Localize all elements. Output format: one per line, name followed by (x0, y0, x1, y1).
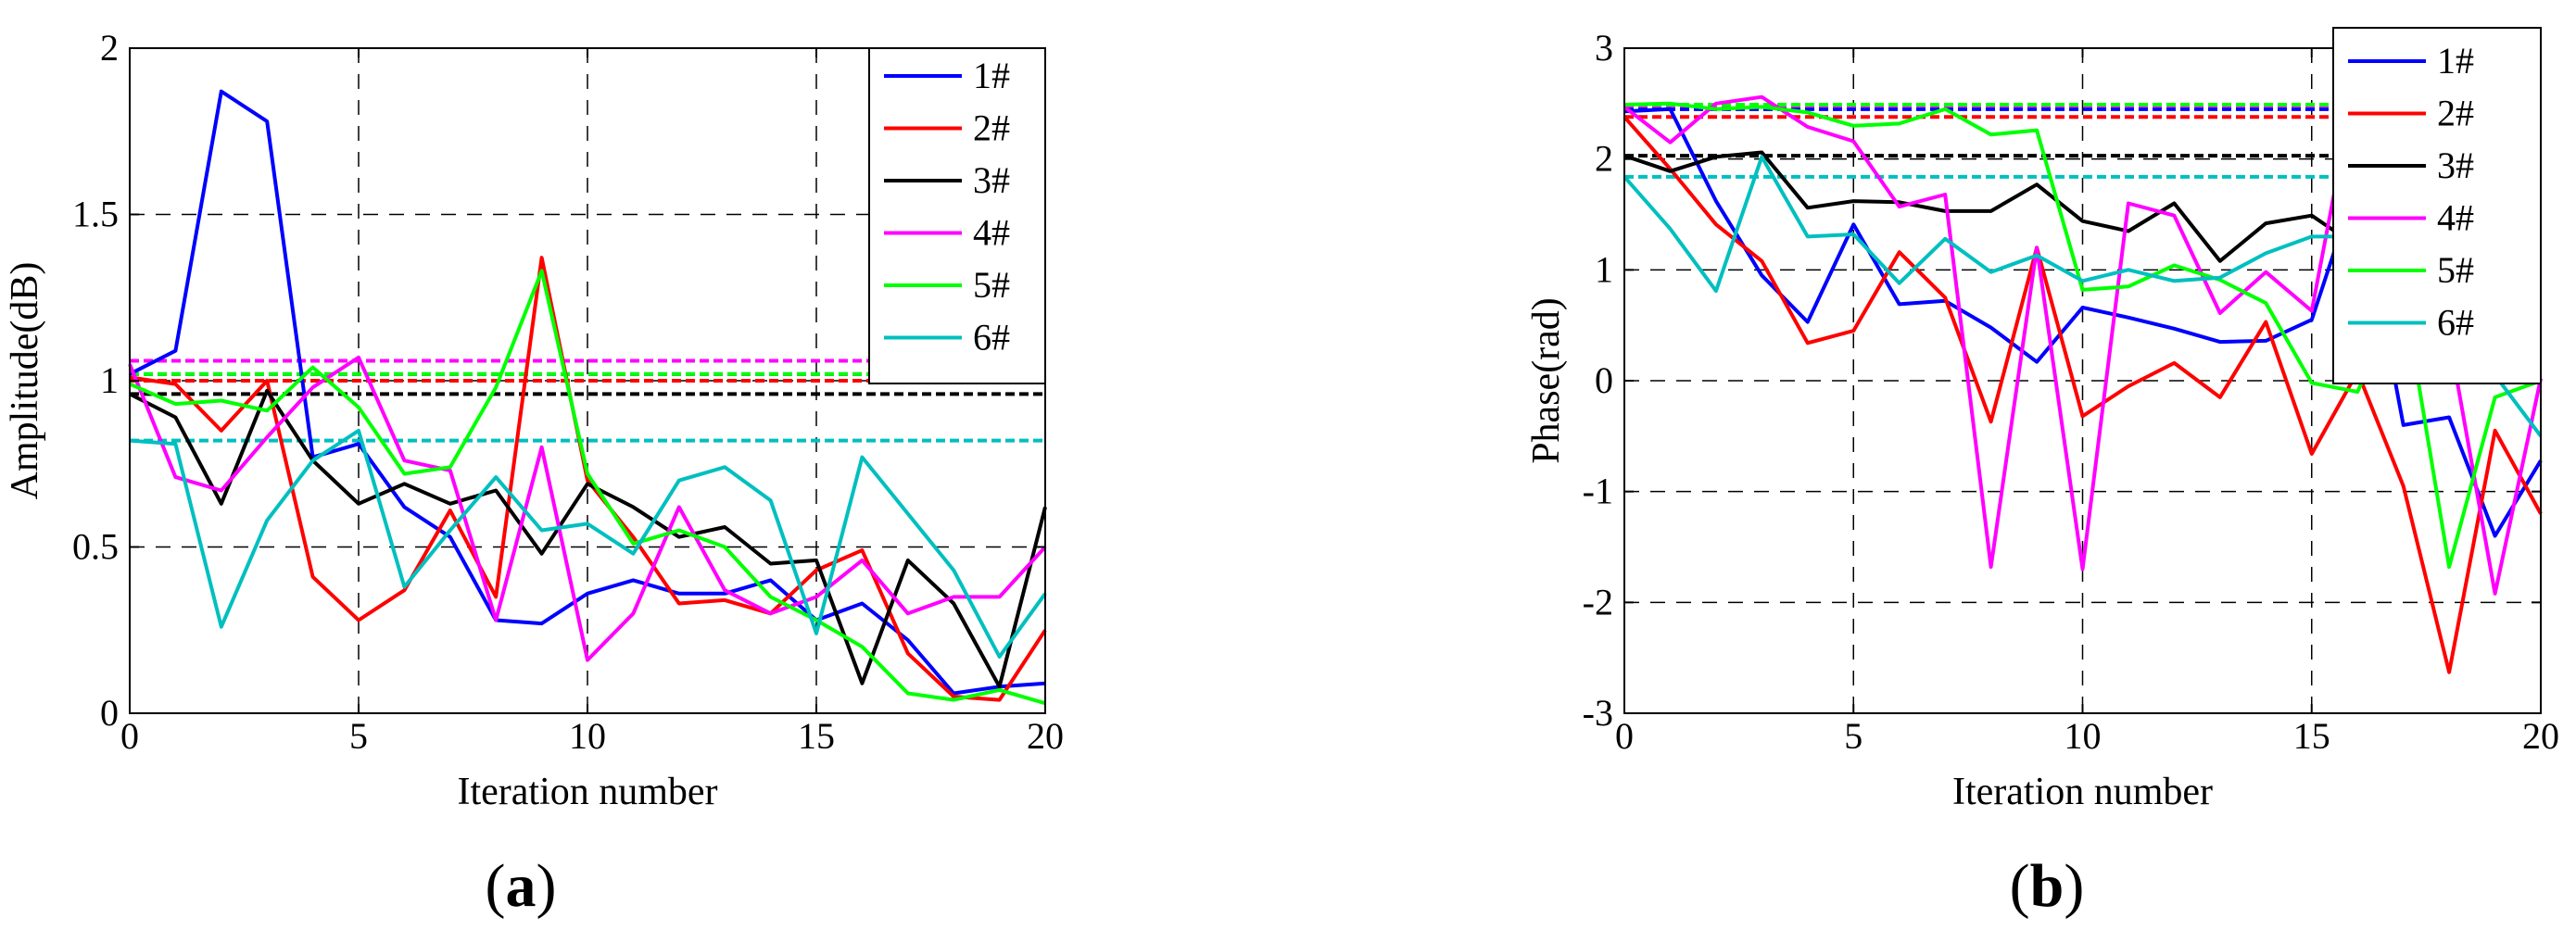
series-line-3 (129, 388, 1047, 689)
series-line-6 (129, 428, 1047, 659)
x-tick-label: 15 (798, 715, 835, 757)
x-tick-label: 0 (120, 715, 139, 757)
legend-label-5: 5# (973, 264, 1010, 306)
legend-label-6: 6# (2437, 302, 2474, 344)
y-tick-label: -3 (1583, 692, 1613, 734)
ticks: 0 5 10 15 20 0 0.5 1 1.5 2 (72, 27, 1064, 757)
legend-label-2: 2# (973, 107, 1010, 149)
y-tick-label: 1 (1595, 248, 1613, 290)
y-tick-label: 2 (100, 27, 119, 69)
x-tick-label: 20 (1027, 715, 1064, 757)
series-line-2 (129, 256, 1047, 702)
series-line-1 (129, 89, 1046, 696)
legend-label-2: 2# (2437, 93, 2474, 134)
y-tick-label: 2 (1595, 138, 1613, 180)
panel-label: (a) (486, 852, 557, 920)
y-tick-label: 0.5 (72, 526, 119, 568)
series-lines (128, 89, 1047, 706)
y-tick-label: -2 (1583, 581, 1613, 622)
y-axis-label: Phase(rad) (1525, 297, 1568, 464)
legend-label-5: 5# (2437, 249, 2474, 291)
panel-label: (b) (2010, 852, 2085, 920)
x-tick-label: 0 (1615, 715, 1634, 757)
y-tick-label: 3 (1595, 27, 1613, 69)
x-axis-label: Iteration number (1952, 771, 2213, 813)
x-axis-label: Iteration number (457, 771, 717, 813)
legend: 1# 2# 3# 4# 5# 6# (2332, 27, 2542, 384)
series-line-4 (128, 355, 1047, 662)
y-tick-label: -1 (1583, 471, 1613, 512)
legend-label-3: 3# (2437, 145, 2474, 186)
x-tick-label: 10 (569, 715, 606, 757)
y-tick-label: 1 (100, 359, 119, 401)
legend-label-4: 4# (2437, 197, 2474, 239)
x-tick-label: 5 (349, 715, 368, 757)
legend-box (868, 47, 1046, 384)
x-tick-label: 5 (1844, 715, 1863, 757)
legend: 1# 2# 3# 4# 5# 6# (868, 47, 1046, 384)
x-tick-label: 10 (2065, 715, 2102, 757)
chart-panel-b: 0 5 10 15 20 -3 -2 -1 0 1 2 3 Iteration number Phase(… (1525, 27, 2559, 920)
legend-label-3: 3# (973, 159, 1010, 201)
y-tick-label: 0 (1595, 359, 1613, 401)
legend-label-1: 1# (973, 55, 1010, 96)
legend-label-6: 6# (973, 317, 1010, 358)
y-tick-label: 1.5 (72, 194, 119, 235)
y-tick-label: 0 (100, 692, 119, 734)
x-tick-label: 15 (2293, 715, 2330, 757)
ticks: 0 5 10 15 20 -3 -2 -1 0 1 2 3 (1583, 27, 2559, 757)
series-line-5 (129, 269, 1046, 706)
series-line-2 (1623, 115, 2543, 674)
legend-label-4: 4# (973, 212, 1010, 254)
legend-label-1: 1# (2437, 40, 2474, 82)
x-tick-label: 20 (2522, 715, 2559, 757)
chart-panel-a: 0 5 10 15 20 0 0.5 1 1.5 2 Iteration number Amplitu… (4, 27, 1064, 920)
y-axis-label: Amplitude(dB) (4, 262, 46, 500)
